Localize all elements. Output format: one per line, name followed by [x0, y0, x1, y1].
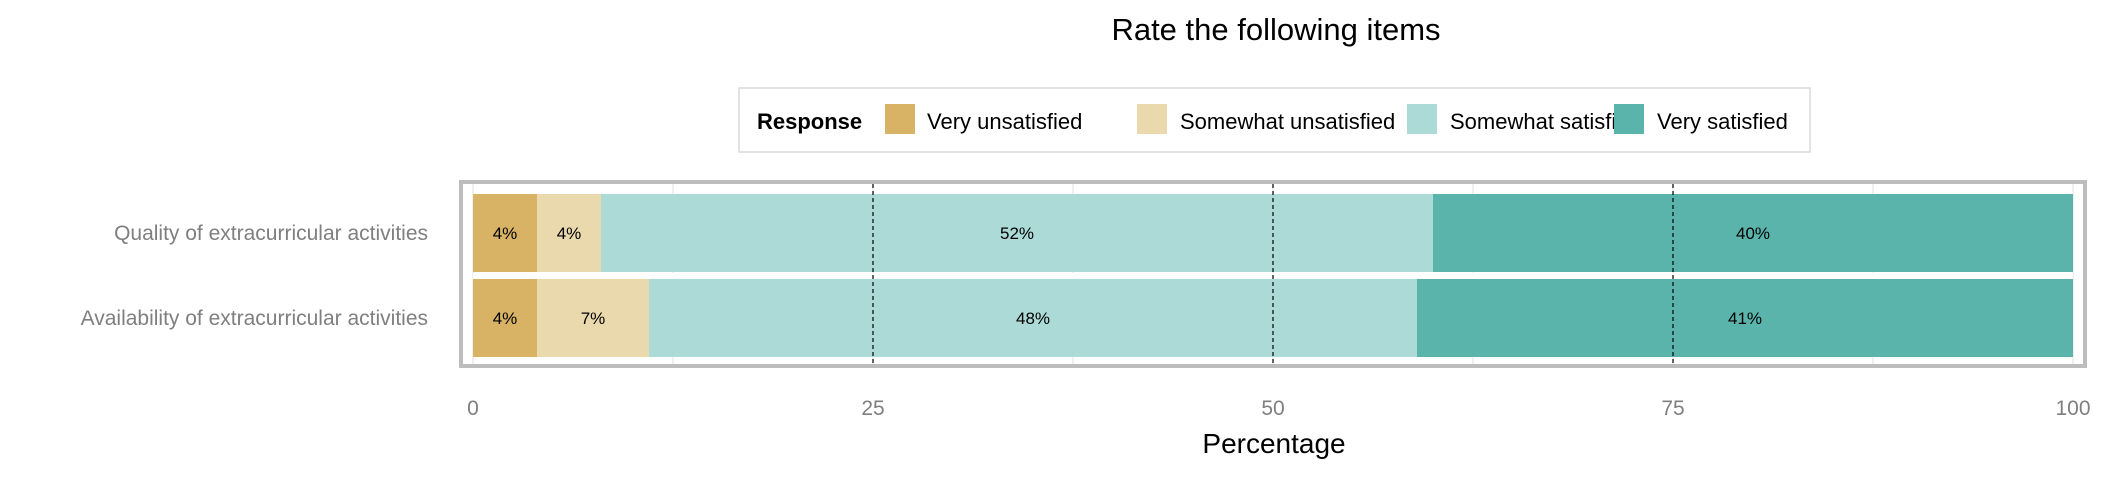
bars	[473, 194, 2073, 357]
legend-title: Response	[757, 109, 862, 134]
bar-segment	[601, 194, 1433, 272]
x-tick-label: 50	[1261, 397, 1284, 420]
x-tick-label: 75	[1661, 397, 1684, 420]
data-label: 7%	[581, 309, 606, 328]
bar-segment	[537, 279, 649, 357]
legend-key	[1407, 104, 1437, 134]
legend-label: Very unsatisfied	[927, 109, 1082, 134]
x-tick-label: 0	[467, 397, 479, 420]
data-label: 41%	[1728, 309, 1762, 328]
data-label: 40%	[1736, 224, 1770, 243]
panel-border	[459, 180, 2087, 368]
plot-area: 4% 4% 52% 40% 4% 7% 48% 41%	[459, 180, 2087, 368]
legend-label: Very satisfied	[1657, 109, 1788, 134]
x-tick-label: 100	[2055, 397, 2090, 420]
legend-key	[885, 104, 915, 134]
data-label: 48%	[1016, 309, 1050, 328]
bar-segment	[473, 279, 537, 357]
bar-segment	[649, 279, 1417, 357]
data-label: 4%	[493, 309, 518, 328]
legend-label: Somewhat unsatisfied	[1180, 109, 1395, 134]
legend-label: Somewhat satisfied	[1450, 109, 1641, 134]
legend-key	[1137, 104, 1167, 134]
x-axis-label: Percentage	[1202, 428, 1345, 459]
bar-segment	[1433, 194, 2073, 272]
data-label: 4%	[557, 224, 582, 243]
chart-title: Rate the following items	[1111, 12, 1440, 47]
data-label: 52%	[1000, 224, 1034, 243]
category-labels: Quality of extracurricular activities Ava…	[81, 222, 428, 330]
reference-lines	[872, 184, 1674, 364]
x-tick-label: 25	[861, 397, 884, 420]
bar-segment	[1417, 279, 2073, 357]
bar-segment	[473, 194, 537, 272]
legend-key	[1614, 104, 1644, 134]
category-label: Quality of extracurricular activities	[114, 222, 428, 245]
legend-items: Very unsatisfied Somewhat unsatisfied Some…	[885, 104, 1788, 134]
bar-segment	[537, 194, 601, 272]
x-axis-tick-labels: 0 25 50 75 100	[467, 397, 2090, 420]
category-label: Availability of extracurricular activiti…	[81, 307, 428, 330]
legend: Response Very unsatisfied Somewhat unsati…	[738, 87, 1811, 153]
data-labels: 4% 4% 52% 40% 4% 7% 48% 41%	[493, 224, 1770, 328]
data-label: 4%	[493, 224, 518, 243]
